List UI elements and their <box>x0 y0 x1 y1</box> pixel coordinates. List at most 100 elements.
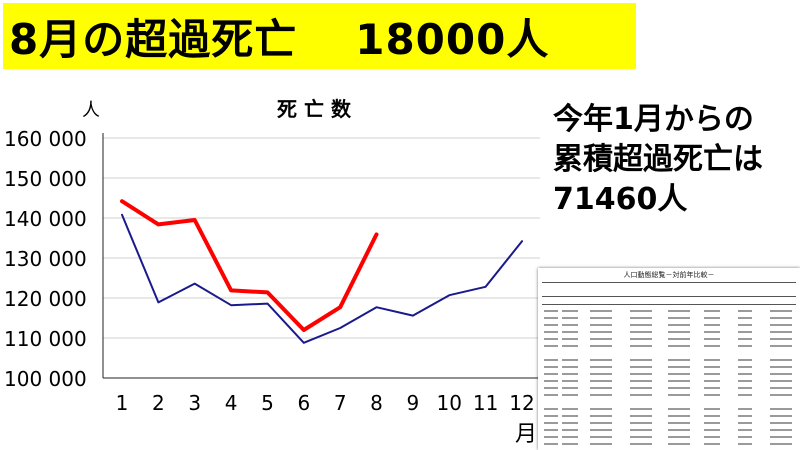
table-cell <box>630 429 652 431</box>
table-cell <box>770 331 792 333</box>
y-tick-label: 160 000 <box>4 127 87 151</box>
table-cell <box>770 429 792 431</box>
table-rule <box>542 282 796 283</box>
table-cell <box>544 429 558 431</box>
x-tick-label: 10 <box>437 391 462 415</box>
series-line-blue <box>121 213 523 344</box>
x-tick-label: 4 <box>225 391 238 415</box>
table-cell <box>562 373 578 375</box>
table-cell <box>704 310 720 312</box>
table-cell <box>668 394 690 396</box>
table-row <box>542 310 796 312</box>
table-cell <box>630 408 652 410</box>
table-cell <box>704 317 720 319</box>
table-cell <box>668 415 690 417</box>
table-cell <box>630 324 652 326</box>
table-cell <box>630 394 652 396</box>
table-cell <box>668 324 690 326</box>
table-cell <box>770 324 792 326</box>
x-tick-label: 8 <box>370 391 383 415</box>
table-cell <box>738 366 752 368</box>
table-row <box>542 324 796 326</box>
x-tick-label: 1 <box>116 391 129 415</box>
table-row <box>542 338 796 340</box>
table-cell <box>630 310 652 312</box>
table-row <box>542 331 796 333</box>
table-cell <box>668 317 690 319</box>
y-tick-label: 130 000 <box>4 247 87 271</box>
table-cell <box>562 443 578 445</box>
table-cell <box>738 429 752 431</box>
headline-number: 18000人 <box>355 14 550 64</box>
table-cell <box>770 373 792 375</box>
table-cell <box>544 443 558 445</box>
table-cell <box>630 436 652 438</box>
y-tick-label: 110 000 <box>4 327 87 351</box>
table-cell <box>544 310 558 312</box>
table-cell <box>630 373 652 375</box>
table-cell <box>544 415 558 417</box>
table-row <box>542 408 796 410</box>
table-cell <box>704 324 720 326</box>
table-cell <box>590 317 612 319</box>
table-cell <box>704 422 720 424</box>
table-cell <box>590 373 612 375</box>
table-cell <box>544 380 558 382</box>
table-cell <box>668 387 690 389</box>
table-row <box>542 394 796 396</box>
table-cell <box>590 415 612 417</box>
table-cell <box>704 373 720 375</box>
headline-banner: 8月の超過死亡 18000人 <box>3 3 636 69</box>
note-line-1: 今年1月からの <box>553 102 754 137</box>
table-row <box>542 359 796 361</box>
table-cell <box>562 415 578 417</box>
table-cell <box>562 310 578 312</box>
table-cell <box>738 394 752 396</box>
table-thumb-title: 人口動態総覧－対前年比較－ <box>623 271 715 279</box>
table-cell <box>544 394 558 396</box>
table-cell <box>590 338 612 340</box>
y-tick-label: 100 000 <box>4 367 87 391</box>
x-tick-label: 9 <box>407 391 420 415</box>
table-cell <box>770 443 792 445</box>
note-line-3: 71460人 <box>553 182 688 217</box>
table-cell <box>668 359 690 361</box>
table-cell <box>668 331 690 333</box>
table-cell <box>738 443 752 445</box>
table-cell <box>770 415 792 417</box>
table-cell <box>704 408 720 410</box>
table-cell <box>590 422 612 424</box>
x-tick-label: 2 <box>152 391 165 415</box>
table-cell <box>668 380 690 382</box>
x-tick-label: 7 <box>334 391 347 415</box>
y-axis-unit: 人 <box>82 100 100 121</box>
table-cell <box>562 338 578 340</box>
table-cell <box>590 387 612 389</box>
table-cell <box>562 331 578 333</box>
table-cell <box>704 387 720 389</box>
table-cell <box>668 422 690 424</box>
table-cell <box>562 345 578 347</box>
chart-title: 死 亡 数 <box>277 97 352 121</box>
cumulative-note: 今年1月からの 累積超過死亡は 71460人 <box>553 100 798 220</box>
table-cell <box>562 387 578 389</box>
table-row <box>542 443 796 445</box>
headline-text: 8月の超過死亡 <box>9 14 298 64</box>
table-cell <box>544 366 558 368</box>
table-cell <box>738 310 752 312</box>
table-cell <box>590 436 612 438</box>
table-cell <box>544 387 558 389</box>
table-cell <box>770 387 792 389</box>
x-tick-label: 5 <box>261 391 274 415</box>
x-tick-label: 6 <box>297 391 310 415</box>
table-cell <box>630 317 652 319</box>
statistics-table-thumbnail: 人口動態総覧－対前年比較－ <box>538 268 800 450</box>
series-line-red <box>120 199 379 332</box>
x-tick-label: 11 <box>473 391 498 415</box>
table-cell <box>704 366 720 368</box>
table-cell <box>630 366 652 368</box>
table-cell <box>668 338 690 340</box>
table-cell <box>630 338 652 340</box>
table-cell <box>562 408 578 410</box>
table-cell <box>590 429 612 431</box>
